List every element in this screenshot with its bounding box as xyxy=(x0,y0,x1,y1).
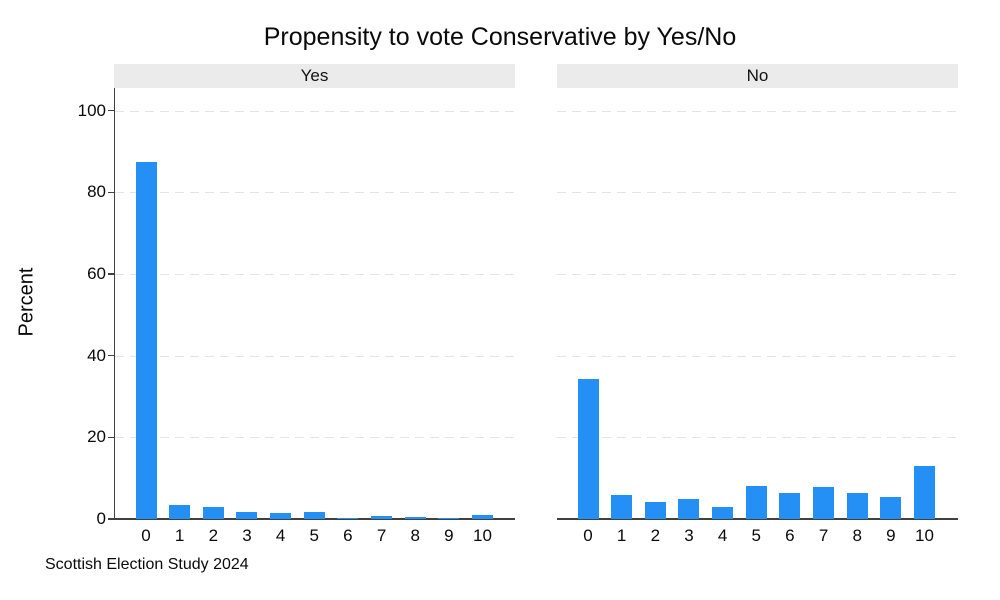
gridline-100 xyxy=(115,110,515,112)
gridline-80 xyxy=(115,192,515,194)
x-axis-tick-label: 8 xyxy=(852,526,862,545)
y-axis-tick xyxy=(108,273,114,275)
x-axis-tick-label: 4 xyxy=(717,526,728,545)
x-axis-tick-label: 3 xyxy=(684,526,694,545)
y-axis-line xyxy=(113,88,115,520)
x-axis-tick-label: 6 xyxy=(343,526,353,545)
x-axis-tick-label: 3 xyxy=(242,526,252,545)
bar-yes-3 xyxy=(236,511,258,519)
x-axis-line xyxy=(114,518,515,520)
panel-strip-label: Yes xyxy=(300,66,329,85)
x-axis-tick-label: 0 xyxy=(583,526,593,545)
bar-no-3 xyxy=(678,498,700,519)
y-axis-tick xyxy=(108,436,114,439)
source-caption: Scottish Election Study 2024 xyxy=(45,556,249,573)
x-axis-tick-label: 9 xyxy=(886,526,896,545)
y-axis-tick xyxy=(108,518,114,520)
bar-yes-9 xyxy=(438,518,460,519)
gridline-100 xyxy=(557,110,958,112)
bar-no-0 xyxy=(577,378,599,519)
bar-yes-7 xyxy=(371,516,393,519)
bar-no-6 xyxy=(779,493,801,519)
bar-yes-6 xyxy=(337,517,359,519)
bar-yes-8 xyxy=(404,517,426,519)
chart-title: Propensity to vote Conservative by Yes/N… xyxy=(263,23,737,51)
y-axis-tick xyxy=(108,109,114,112)
gridline-60 xyxy=(557,274,958,276)
x-axis-tick-label: 6 xyxy=(785,526,795,545)
gridline-40 xyxy=(557,355,958,357)
y-axis-tick xyxy=(108,354,114,357)
bar-yes-0 xyxy=(135,161,157,519)
bar-yes-10 xyxy=(472,515,493,519)
bar-no-7 xyxy=(813,487,835,519)
x-axis-tick-label: 1 xyxy=(616,526,627,545)
x-axis-tick-label: 5 xyxy=(309,526,319,545)
bar-yes-1 xyxy=(169,504,191,519)
x-axis-tick-label: 5 xyxy=(751,526,761,545)
x-axis-tick-label: 8 xyxy=(410,526,420,545)
gridline-40 xyxy=(115,355,515,357)
bar-yes-2 xyxy=(202,507,224,519)
x-axis-tick-label: 2 xyxy=(208,526,219,545)
panel-strip-yes: Yes xyxy=(114,64,515,88)
x-axis-line xyxy=(557,518,958,520)
bar-no-10 xyxy=(914,465,935,519)
x-axis-tick-label: 7 xyxy=(818,526,829,545)
x-axis-tick-label: 1 xyxy=(174,526,185,545)
y-axis-tick-label: 20 xyxy=(87,427,106,447)
gridline-20 xyxy=(115,437,515,439)
panel-strip-label: No xyxy=(746,66,769,85)
y-axis-tick-label: 0 xyxy=(96,509,106,528)
bar-yes-4 xyxy=(270,512,292,519)
bar-no-1 xyxy=(611,494,633,519)
gridline-60 xyxy=(115,274,515,276)
x-axis-tick-label: 0 xyxy=(141,526,151,545)
panel-strip-no: No xyxy=(557,64,958,88)
x-axis-tick-label: 2 xyxy=(650,526,661,545)
y-axis-label-text: Percent xyxy=(15,267,38,337)
gridline-20 xyxy=(557,437,958,439)
y-axis-tick-label: 100 xyxy=(77,100,106,120)
x-axis-tick-label: 7 xyxy=(376,526,387,545)
bar-yes-5 xyxy=(303,512,325,519)
y-axis-tick-label: 80 xyxy=(87,182,106,202)
x-axis-tick-label: 10 xyxy=(473,526,492,545)
bar-no-4 xyxy=(712,507,734,519)
y-axis-tick-label: 60 xyxy=(87,264,106,284)
y-axis-tick-label: 40 xyxy=(87,345,106,365)
bar-no-8 xyxy=(846,493,868,519)
y-axis-tick xyxy=(108,191,114,194)
bar-no-5 xyxy=(745,485,767,519)
bar-no-9 xyxy=(880,497,902,519)
x-axis-tick-label: 9 xyxy=(444,526,454,545)
x-axis-tick-label: 4 xyxy=(275,526,286,545)
bar-no-2 xyxy=(644,501,666,519)
gridline-80 xyxy=(557,192,958,194)
x-axis-tick-label: 10 xyxy=(915,526,934,545)
